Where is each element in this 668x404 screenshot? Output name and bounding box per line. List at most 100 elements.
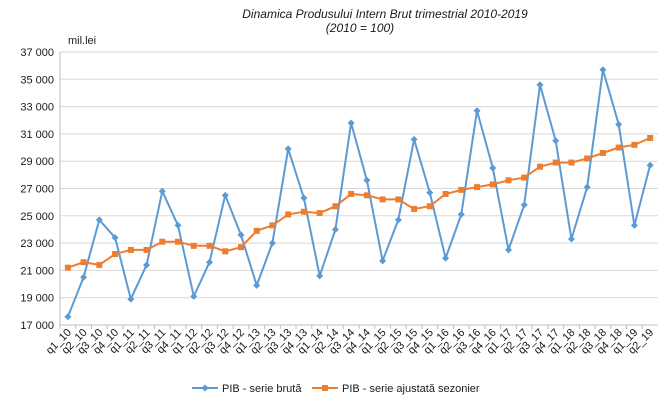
- data-point: [253, 281, 261, 289]
- series-line: [67, 137, 651, 269]
- data-point: [175, 238, 182, 245]
- y-tick-label: 29 000: [20, 156, 54, 168]
- data-point: [190, 242, 197, 249]
- data-point: [300, 194, 308, 202]
- data-point: [347, 119, 355, 127]
- data-point: [646, 161, 654, 169]
- data-point: [206, 258, 213, 266]
- series-line: [66, 69, 652, 318]
- data-point: [158, 187, 166, 195]
- series-1: [64, 66, 654, 321]
- data-point: [599, 66, 607, 74]
- y-tick-label: 37 000: [20, 47, 54, 59]
- x-axis: q1_10q2_10q3_10q4_10q1_11q2_11q3_11q4_11…: [44, 325, 656, 357]
- data-point: [285, 211, 292, 218]
- data-point: [615, 144, 622, 151]
- legend: PIB - serie brută PIB - serie ajustată se…: [192, 383, 480, 395]
- y-tick-label: 33 000: [20, 102, 54, 114]
- data-point: [331, 225, 339, 233]
- y-tick-label: 25 000: [20, 211, 54, 223]
- legend-marker: [201, 384, 209, 392]
- unit-label: mil.lei: [68, 35, 96, 47]
- data-point: [237, 231, 245, 239]
- data-point: [363, 176, 371, 184]
- data-point: [442, 190, 449, 197]
- data-point: [253, 227, 260, 234]
- legend-marker: [322, 385, 328, 391]
- data-point: [332, 203, 339, 210]
- data-point: [552, 137, 560, 145]
- data-point: [505, 246, 512, 254]
- plot-area: [64, 66, 654, 321]
- data-point: [300, 208, 307, 215]
- legend-label: PIB - serie ajustată sezonier: [342, 383, 480, 395]
- data-point: [111, 234, 119, 242]
- y-tick-label: 35 000: [20, 74, 54, 86]
- y-tick-label: 23 000: [20, 238, 54, 250]
- data-point: [411, 205, 418, 212]
- data-point: [521, 174, 528, 181]
- data-point: [268, 239, 276, 247]
- data-point: [269, 222, 276, 229]
- data-point: [237, 244, 244, 251]
- data-point: [64, 264, 71, 271]
- data-point: [536, 81, 544, 89]
- data-point: [630, 221, 638, 229]
- series-2: [64, 134, 654, 271]
- y-tick-label: 21 000: [20, 265, 54, 277]
- y-tick-label: 27 000: [20, 184, 54, 196]
- data-point: [410, 135, 418, 143]
- data-point: [190, 292, 198, 300]
- legend-item: PIB - serie ajustată sezonier: [312, 383, 480, 395]
- data-point: [395, 196, 402, 203]
- data-point: [457, 210, 465, 218]
- data-point: [143, 261, 151, 269]
- data-point: [631, 141, 638, 148]
- data-point: [489, 181, 496, 188]
- data-point: [615, 120, 623, 128]
- data-point: [143, 246, 150, 253]
- data-point: [348, 190, 355, 197]
- data-point: [647, 134, 654, 141]
- data-point: [584, 155, 591, 162]
- y-tick-label: 31 000: [20, 129, 54, 141]
- legend-label: PIB - serie brută: [222, 383, 302, 395]
- data-point: [458, 186, 465, 193]
- data-point: [316, 272, 324, 280]
- data-point: [206, 242, 213, 249]
- data-point: [426, 189, 434, 197]
- data-point: [552, 159, 559, 166]
- data-point: [127, 295, 135, 303]
- data-point: [473, 107, 481, 115]
- data-point: [316, 210, 323, 217]
- data-point: [159, 238, 166, 245]
- data-point: [112, 251, 119, 258]
- data-point: [127, 246, 134, 253]
- data-point: [379, 257, 387, 265]
- data-point: [96, 261, 103, 268]
- data-point: [174, 221, 182, 229]
- data-point: [489, 164, 497, 172]
- data-point: [363, 192, 370, 199]
- data-point: [426, 203, 433, 210]
- y-tick-label: 17 000: [20, 320, 54, 332]
- data-point: [80, 273, 88, 281]
- data-point: [567, 235, 575, 243]
- chart-subtitle: (2010 = 100): [326, 21, 394, 35]
- data-point: [568, 159, 575, 166]
- data-point: [536, 163, 543, 170]
- data-point: [64, 313, 72, 321]
- data-point: [80, 259, 87, 266]
- data-point: [442, 254, 450, 262]
- data-point: [583, 183, 591, 191]
- data-point: [95, 216, 103, 224]
- data-point: [394, 216, 402, 224]
- data-point: [379, 196, 386, 203]
- chart-title: Dinamica Produsului Intern Brut trimestr…: [242, 7, 528, 21]
- data-point: [222, 248, 229, 255]
- legend-item: PIB - serie brută: [192, 383, 302, 395]
- grid-lines: [60, 51, 658, 326]
- y-axis: 17 000 19 000 21 000 23 000 25 000 27 000 29 0…: [20, 47, 54, 332]
- data-point: [221, 191, 229, 199]
